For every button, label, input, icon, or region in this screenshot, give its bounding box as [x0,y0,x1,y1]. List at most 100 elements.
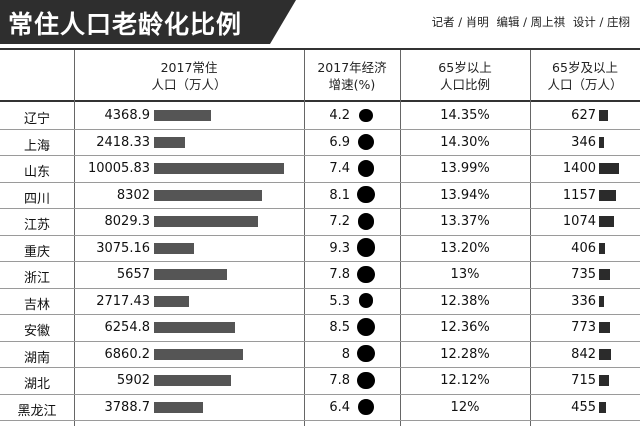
elderly-value: 627 [571,108,596,123]
credit-editor: 编辑 / 周上祺 [496,15,566,29]
elderly-bar [599,375,610,386]
growth-value: 7.2 [329,214,350,229]
chart-title: 常住人口老龄化比例 [8,10,243,39]
header-growth-line1: 2017年经济 [317,60,387,75]
elderly-value: 1400 [562,161,596,176]
elderly-value: 346 [571,134,596,150]
row-divider [0,234,640,236]
header-growth-line2: 增速(%) [328,77,376,92]
population-bar [154,375,231,386]
province-label: 重庆 [23,244,50,260]
header-growth: 2017年经济 增速(%) [304,52,400,100]
ratio-value: 13.20% [440,240,490,256]
province-label: 吉林 [23,297,50,313]
population-bar [154,348,244,360]
growth-dot [357,185,375,204]
population-bar [154,295,190,307]
province-label: 安徽 [23,324,50,339]
title-box-diagonal [270,0,296,44]
population-value: 6860.2 [104,346,151,362]
header-population-line1: 2017常住 [160,60,218,75]
ratio-value: 13.99% [440,161,490,176]
title-banner: 常住人口老龄化比例 记者 / 肖明 编辑 / 周上祺 设计 / 庄栩 [0,0,640,44]
title-box: 常住人口老龄化比例 [0,0,270,44]
elderly-bar [599,242,605,254]
growth-dot [357,212,375,230]
growth-value: 9.3 [329,240,350,256]
population-value: 5902 [116,373,150,388]
elderly-bar [599,216,615,227]
header-population-line2: 人口（万人） [151,77,227,92]
row-divider [0,155,640,156]
growth-value: 8.1 [329,187,350,203]
growth-value: 6.9 [329,134,350,150]
elderly-value: 842 [571,346,596,362]
population-bar [154,401,204,413]
column-divider [530,50,531,426]
growth-dot [357,133,375,150]
elderly-bar [599,136,604,148]
elderly-bar [599,322,611,333]
header-ratio: 65岁以上 人口比例 [400,52,530,100]
province-label: 山东 [23,165,50,180]
population-value: 2717.43 [96,293,150,309]
ratio-value: 14.35% [440,108,490,123]
growth-dot [357,371,375,389]
credit-reporter: 记者 / 肖明 [431,15,489,29]
province-label: 浙江 [23,271,50,286]
growth-dot [357,345,375,363]
population-value: 4368.9 [104,108,151,123]
header-population: 2017常住 人口（万人） [74,52,304,100]
province-label: 辽宁 [23,112,50,127]
growth-value: 7.8 [329,267,350,282]
row-divider [0,261,640,262]
ratio-value: 14.30% [440,134,490,150]
ratio-value: 13.37% [440,214,490,229]
elderly-bar [599,189,616,201]
province-label: 上海 [23,138,50,154]
credits: 记者 / 肖明 编辑 / 周上祺 设计 / 庄栩 [428,14,630,30]
province-label: 江苏 [23,218,50,233]
growth-dot [358,293,374,309]
row-divider [0,314,640,315]
growth-value: 6.4 [329,399,350,415]
population-bar [154,136,186,148]
growth-value: 5.3 [329,293,350,309]
growth-dot [359,108,373,122]
population-bar [154,322,236,333]
population-value: 10005.83 [87,161,150,176]
top-rule [0,48,640,50]
elderly-bar [599,348,612,360]
elderly-value: 406 [571,240,596,256]
population-value: 3075.16 [96,240,150,256]
growth-value: 4.2 [329,108,350,123]
column-divider [400,50,401,426]
growth-dot [356,238,376,258]
ratio-value: 13% [450,267,480,282]
row-divider [0,128,640,130]
row-divider [0,340,640,342]
growth-value: 7.4 [329,161,350,176]
header-rule [0,100,640,102]
ratio-value: 13.94% [440,187,490,203]
ratio-value: 12% [450,399,480,415]
header-ratio-line1: 65岁以上 [438,60,492,75]
row-divider [0,208,640,209]
growth-dot [357,265,375,283]
population-value: 3788.7 [104,399,151,415]
row-divider [0,181,640,183]
growth-value: 8 [341,346,350,362]
population-bar [154,216,259,227]
growth-value: 8.5 [329,320,350,335]
header-elderly-line2: 人口（万人） [547,77,623,92]
ratio-value: 12.28% [440,346,490,362]
province-label: 黑龙江 [17,403,57,419]
header-ratio-line2: 人口比例 [439,77,490,92]
population-value: 5657 [116,267,150,282]
elderly-bar [599,401,606,413]
growth-dot [357,318,375,337]
row-divider [0,367,640,368]
header-elderly-line1: 65岁及以上 [552,60,618,75]
ratio-value: 12.38% [440,293,490,309]
column-divider [74,50,75,426]
